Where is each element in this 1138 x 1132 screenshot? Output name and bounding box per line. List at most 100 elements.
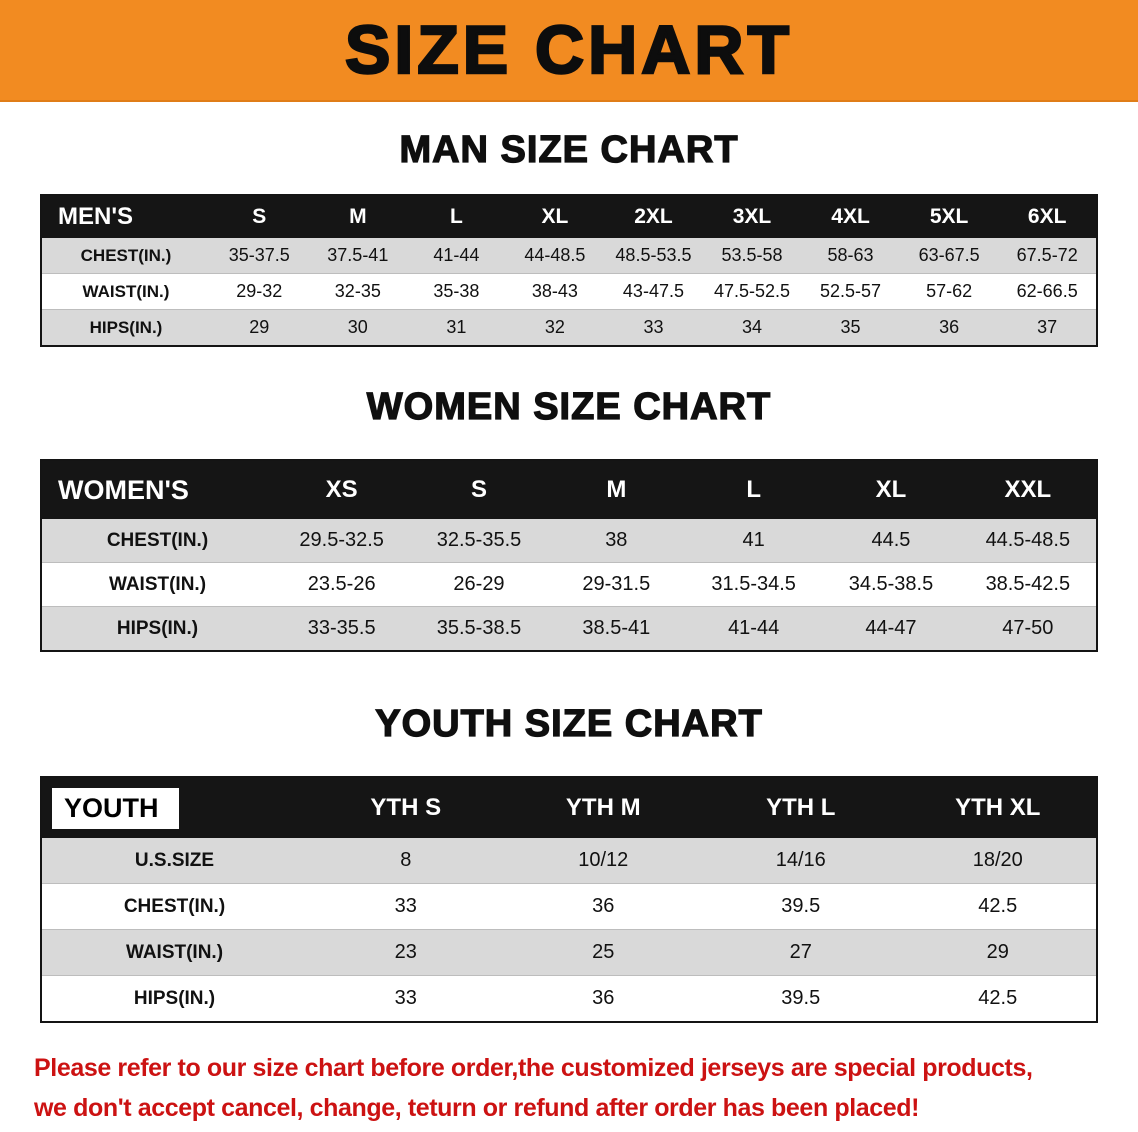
size-value-cell: 62-66.5 bbox=[998, 273, 1097, 310]
size-value-cell: 34 bbox=[702, 309, 802, 347]
youth-size-table: YOUTH YTH S YTH M YTH L YTH XL U.S.SIZE 8 10/12… bbox=[40, 776, 1098, 1023]
size-value-cell: 48.5-53.5 bbox=[604, 238, 703, 274]
size-value-cell: 38.5-41 bbox=[547, 606, 685, 652]
size-header-cell: M bbox=[309, 195, 408, 238]
women-size-table: WOMEN'S XS S M L XL XXL CHEST(IN.) 29.5-32.5 32.5… bbox=[40, 459, 1098, 652]
row-label-cell: HIPS(IN.) bbox=[41, 975, 307, 1023]
cell-text: 4XL bbox=[831, 205, 870, 228]
size-value-cell: 31.5-34.5 bbox=[684, 562, 823, 607]
cell-text: XL bbox=[875, 476, 907, 503]
table-title-cell: MEN'S bbox=[41, 195, 210, 238]
size-value-cell: 29 bbox=[210, 309, 309, 347]
cell-text: YTH S bbox=[370, 794, 442, 821]
cell-text: M bbox=[606, 476, 627, 503]
row-label-cell: CHEST(IN.) bbox=[41, 519, 273, 563]
size-value-cell: 29 bbox=[899, 929, 1097, 976]
row-label-cell: HIPS(IN.) bbox=[41, 606, 273, 652]
size-value-cell: 43-47.5 bbox=[604, 273, 703, 310]
row-label-cell: WAIST(IN.) bbox=[41, 273, 210, 310]
size-value-cell: 33 bbox=[307, 975, 505, 1023]
size-value-cell: 53.5-58 bbox=[702, 238, 802, 274]
size-value-cell: 10/12 bbox=[504, 838, 702, 884]
size-value-cell: 58-63 bbox=[801, 238, 900, 274]
row-label-cell: WAIST(IN.) bbox=[41, 562, 273, 607]
size-value-cell: 14/16 bbox=[702, 838, 900, 884]
size-header-cell: L bbox=[407, 195, 506, 238]
men-size-chart-section: MAN SIZE CHART MEN'S S M L XL 2XL 3XL 4XL 5XL 6XL… bbox=[0, 128, 1138, 347]
size-value-cell: 44-48.5 bbox=[505, 238, 605, 274]
youth-section-heading: YOUTH SIZE CHART bbox=[375, 702, 763, 745]
size-value-cell: 33 bbox=[307, 883, 505, 930]
size-header-cell: XL bbox=[822, 460, 959, 519]
size-value-cell: 35-38 bbox=[407, 273, 506, 310]
table-row: CHEST(IN.) 35-37.5 37.5-41 41-44 44-48.5 48.5… bbox=[41, 238, 1097, 274]
disclaimer-line-1: Please refer to our size chart before or… bbox=[34, 1054, 1033, 1082]
size-value-cell: 37 bbox=[998, 309, 1097, 347]
cell-text: YTH M bbox=[565, 794, 641, 821]
page-title: SIZE CHART bbox=[344, 11, 793, 90]
cell-text: S bbox=[470, 476, 487, 503]
cell-text: MEN'S bbox=[58, 203, 134, 230]
women-size-chart-section: WOMEN SIZE CHART WOMEN'S XS S M L XL XXL CHEST(… bbox=[0, 385, 1138, 652]
size-value-cell: 38.5-42.5 bbox=[959, 562, 1097, 607]
size-value-cell: 23.5-26 bbox=[273, 562, 411, 607]
cell-text: L bbox=[449, 205, 463, 228]
size-header-cell: 4XL bbox=[801, 195, 900, 238]
table-title-cell: WOMEN'S bbox=[41, 460, 273, 519]
size-value-cell: 36 bbox=[899, 309, 999, 347]
size-value-cell: 33 bbox=[604, 309, 703, 347]
size-header-cell: S bbox=[210, 195, 309, 238]
cell-text: 5XL bbox=[929, 205, 969, 228]
size-value-cell: 32-35 bbox=[308, 273, 408, 310]
size-value-cell: 47-50 bbox=[959, 606, 1097, 652]
size-header-cell: YTH XL bbox=[900, 777, 1098, 838]
size-value-cell: 41-44 bbox=[684, 606, 823, 652]
size-value-cell: 25 bbox=[504, 929, 702, 976]
size-header-cell: M bbox=[548, 460, 685, 519]
table-row: HIPS(IN.) 33 36 39.5 42.5 bbox=[41, 975, 1097, 1023]
size-value-cell: 44.5-48.5 bbox=[959, 519, 1097, 563]
cell-text: 2XL bbox=[634, 205, 673, 228]
size-value-cell: 36 bbox=[504, 975, 702, 1023]
size-value-cell: 30 bbox=[308, 309, 408, 347]
size-value-cell: 35.5-38.5 bbox=[410, 606, 548, 652]
disclaimer-line-2: we don't accept cancel, change, teturn o… bbox=[34, 1093, 920, 1122]
size-value-cell: 18/20 bbox=[899, 838, 1097, 884]
table-row: HIPS(IN.) 33-35.5 35.5-38.5 38.5-41 41-44 44-… bbox=[41, 606, 1097, 652]
size-value-cell: 39.5 bbox=[702, 883, 900, 930]
size-value-cell: 27 bbox=[702, 929, 900, 976]
size-value-cell: 57-62 bbox=[899, 273, 999, 310]
size-header-cell: S bbox=[410, 460, 547, 519]
row-label-cell: HIPS(IN.) bbox=[41, 309, 210, 347]
header-row: WOMEN'S XS S M L XL XXL bbox=[41, 460, 1097, 519]
men-size-table: MEN'S S M L XL 2XL 3XL 4XL 5XL 6XL CHEST(IN.) 35-37… bbox=[40, 194, 1098, 347]
cell-text: YTH L bbox=[766, 794, 836, 821]
size-value-cell: 31 bbox=[407, 309, 506, 347]
table-row: HIPS(IN.) 29 30 31 32 33 34 35 36 37 bbox=[41, 309, 1097, 347]
size-value-cell: 36 bbox=[504, 883, 702, 930]
size-value-cell: 8 bbox=[307, 838, 505, 884]
table-row: U.S.SIZE 8 10/12 14/16 18/20 bbox=[41, 838, 1097, 884]
row-label-cell: U.S.SIZE bbox=[41, 838, 307, 884]
row-label-cell: CHEST(IN.) bbox=[41, 238, 210, 274]
cell-text: YTH XL bbox=[955, 794, 1041, 821]
size-value-cell: 35-37.5 bbox=[210, 238, 309, 274]
table-row: CHEST(IN.) 29.5-32.5 32.5-35.5 38 41 44.5 44.5… bbox=[41, 519, 1097, 563]
cell-text: XL bbox=[541, 205, 569, 228]
size-value-cell: 38 bbox=[547, 519, 685, 563]
size-value-cell: 35 bbox=[801, 309, 900, 347]
cell-text: 3XL bbox=[732, 205, 772, 228]
table-title-cell: YOUTH bbox=[41, 777, 307, 838]
table-row: WAIST(IN.) 29-32 32-35 35-38 38-43 43-47.5 47.… bbox=[41, 273, 1097, 310]
cell-text: M bbox=[349, 205, 367, 228]
cell-text: YOUTH bbox=[52, 787, 179, 829]
cell-text: S bbox=[252, 205, 267, 228]
size-value-cell: 41-44 bbox=[407, 238, 506, 274]
youth-size-chart-section: YOUTH SIZE CHART YOUTH YTH S YTH M YTH L YTH… bbox=[0, 702, 1138, 1023]
cell-text: WOMEN'S bbox=[58, 474, 189, 505]
size-value-cell: 29-32 bbox=[210, 273, 309, 310]
header-row: MEN'S S M L XL 2XL 3XL 4XL 5XL 6XL bbox=[41, 195, 1097, 238]
disclaimer-note: Please refer to our size chart before or… bbox=[34, 1049, 1118, 1128]
size-value-cell: 23 bbox=[307, 929, 505, 976]
size-value-cell: 39.5 bbox=[702, 975, 900, 1023]
